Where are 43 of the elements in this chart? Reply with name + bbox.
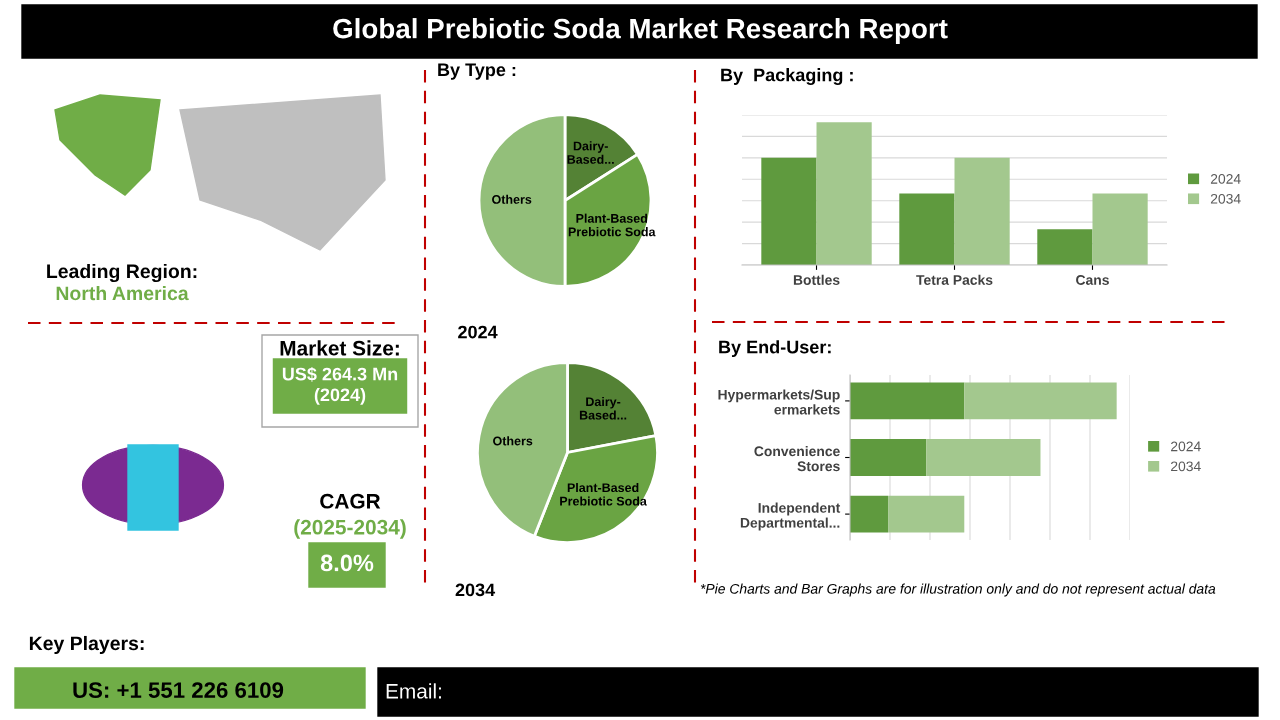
x-tick-label: Cans [1076, 275, 1109, 285]
bar [888, 495, 965, 533]
chart-title: By End-User: [719, 340, 831, 357]
text: Email: [386, 683, 441, 699]
bar [761, 157, 817, 265]
chart-title: By Type : [438, 63, 516, 80]
bar [1092, 193, 1148, 265]
x-tick-label: Tetra Packs [916, 274, 993, 285]
text: 2024 [458, 325, 498, 339]
text: North America [56, 285, 189, 301]
bar [954, 157, 1010, 265]
legend-label: 2024 [1210, 173, 1241, 184]
text: 8.0% [320, 554, 374, 572]
bar [899, 193, 955, 265]
text: Market Size: [280, 340, 399, 356]
text: *Pie Charts and Bar Graphs are for illustration only and do not represent actual data [700, 583, 1216, 597]
slice-label: Dairy- Based... [579, 396, 627, 420]
slice-label: Others [493, 436, 533, 446]
text: US: +1 551 226 6109 [73, 682, 284, 698]
slice-label: Dairy- Based... [567, 141, 614, 164]
text: US$ 264.3 Mn (2024) [282, 366, 398, 405]
bar [926, 439, 1041, 476]
y-tick-label: Independent Departmental... [740, 502, 841, 531]
y-tick-label: Convenience Stores [754, 445, 840, 472]
text: Global Prebiotic Soda Market Research Report [333, 18, 948, 44]
legend-label: 2034 [1171, 461, 1201, 472]
y-tick-label: Hypermarkets/Sup ermarkets [718, 389, 840, 415]
text: Key Players: [29, 635, 144, 655]
text: CAGR [320, 493, 381, 509]
text: (2025-2034) [294, 519, 406, 539]
text: 2034 [455, 583, 496, 597]
bar [1037, 229, 1093, 265]
chart-title: By Packaging : [721, 68, 853, 85]
bar [964, 382, 1117, 420]
x-tick-label: Bottles [793, 274, 840, 285]
bar [850, 382, 965, 420]
slice-label: Others [492, 194, 532, 204]
text: Leading Region: [47, 263, 197, 283]
bar [816, 122, 872, 265]
legend-label: 2024 [1171, 441, 1201, 452]
legend-label: 2034 [1210, 193, 1241, 204]
bar [850, 439, 927, 476]
bar [850, 495, 889, 533]
